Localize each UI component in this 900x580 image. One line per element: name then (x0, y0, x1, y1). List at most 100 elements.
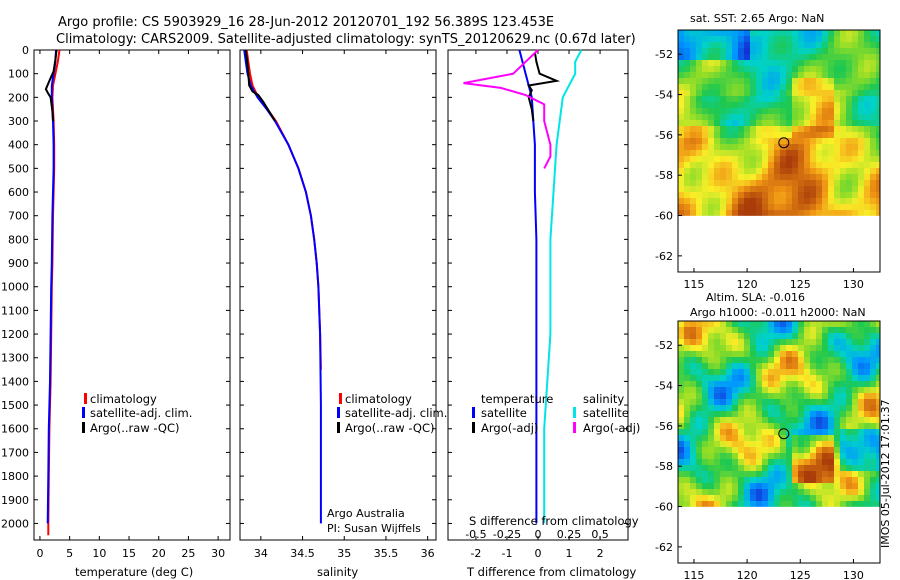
map-cell (822, 501, 829, 507)
map-cell (804, 102, 811, 109)
map-cell (750, 84, 757, 91)
map-cell (732, 369, 739, 376)
lat-tick-label: -58 (655, 169, 673, 182)
map-cell (816, 405, 823, 412)
map-cell (726, 381, 733, 388)
map-cell (744, 405, 751, 412)
map-cell (792, 156, 799, 163)
map-cell (804, 447, 811, 454)
map-cell (750, 483, 757, 490)
map-cell (816, 495, 823, 502)
y-tick-label: 800 (8, 233, 29, 246)
map-cell (786, 357, 793, 364)
map-cell (744, 495, 751, 502)
map-cell (834, 501, 841, 507)
map-cell (828, 204, 835, 211)
map-cell (732, 387, 739, 394)
map-cell (762, 66, 769, 73)
map-cell (708, 120, 715, 127)
map-cell (822, 54, 829, 61)
map-cell (732, 198, 739, 205)
map-cell (828, 96, 835, 103)
map-cell (858, 120, 865, 127)
map-cell (726, 435, 733, 442)
map-cell (774, 435, 781, 442)
map-cell (840, 192, 847, 199)
map-cell (690, 72, 697, 79)
map-cell (738, 465, 745, 472)
map-cell (768, 66, 775, 73)
map-cell (858, 204, 865, 211)
map-cell (738, 333, 745, 340)
map-cell (714, 120, 721, 127)
map-cell (804, 210, 811, 216)
map-cell (810, 114, 817, 121)
map-cell (792, 393, 799, 400)
map-cell (696, 399, 703, 406)
map-cell (690, 483, 697, 490)
map-cell (822, 84, 829, 91)
map-cell (786, 54, 793, 61)
map-cell (828, 192, 835, 199)
map-cell (816, 42, 823, 49)
map-cell (810, 174, 817, 181)
map-cell (876, 405, 881, 412)
map-cell (702, 150, 709, 157)
map-cell (840, 501, 847, 507)
map-cell (756, 429, 763, 436)
map-cell (804, 198, 811, 205)
map-cell (762, 339, 769, 346)
map-cell (684, 321, 691, 328)
map-cell (834, 447, 841, 454)
map-cell (750, 405, 757, 412)
map-cell (738, 423, 745, 430)
map-cell (750, 156, 757, 163)
map-cell (678, 429, 685, 436)
map-cell (696, 186, 703, 193)
map-cell (762, 72, 769, 79)
map-cell (864, 204, 871, 211)
map-cell (732, 351, 739, 358)
map-cell (816, 423, 823, 430)
map-cell (678, 138, 685, 145)
map-cell (750, 48, 757, 55)
map-cell (852, 210, 859, 216)
map-cell (750, 36, 757, 43)
map-cell (702, 351, 709, 358)
map-cell (792, 339, 799, 346)
lat-tick-label: -58 (655, 460, 673, 473)
map-cell (690, 363, 697, 370)
map-cell (762, 204, 769, 211)
s-tick-label: -0.25 (493, 528, 521, 541)
map-cell (822, 339, 829, 346)
map-cell (744, 210, 751, 216)
map-cell (864, 375, 871, 382)
map-cell (762, 96, 769, 103)
map-cell (840, 102, 847, 109)
map-cell (720, 363, 727, 370)
map-cell (708, 489, 715, 496)
map-cell (780, 321, 787, 328)
map-cell (696, 387, 703, 394)
map-cell (846, 453, 853, 460)
map-cell (810, 435, 817, 442)
map-cell (864, 72, 871, 79)
map-cell (690, 54, 697, 61)
map-cell (774, 393, 781, 400)
map-cell (840, 333, 847, 340)
map-cell (816, 180, 823, 187)
map-cell (810, 102, 817, 109)
map-cell (744, 42, 751, 49)
map-cell (750, 375, 757, 382)
map-cell (780, 42, 787, 49)
map-cell (822, 381, 829, 388)
map-cell (762, 405, 769, 412)
map-cell (816, 321, 823, 328)
map-cell (834, 156, 841, 163)
map-cell (792, 48, 799, 55)
map-cell (732, 48, 739, 55)
map-cell (870, 405, 877, 412)
map-cell (774, 465, 781, 472)
map-cell (738, 192, 745, 199)
map-cell (732, 84, 739, 91)
